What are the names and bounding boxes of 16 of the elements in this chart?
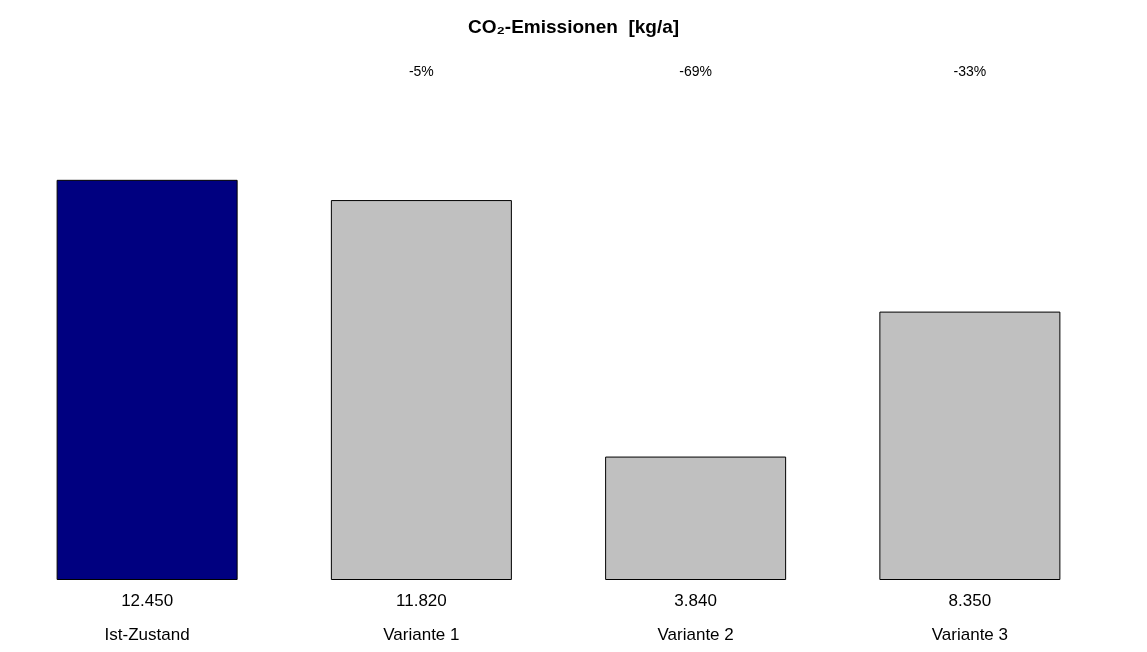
data-label: 8.350 <box>948 591 992 610</box>
x-tick-label: Ist-Zustand <box>104 625 190 644</box>
x-tick-label: Variante 2 <box>657 625 734 644</box>
bar <box>879 311 1061 580</box>
text: -5% <box>408 63 434 79</box>
bar <box>605 456 787 580</box>
x-tick-label: Variante 3 <box>931 625 1008 644</box>
text: -69% <box>679 63 712 79</box>
data-label: 12.450 <box>121 591 174 610</box>
chart-title: CO₂-Emissionen [kg/a] <box>467 16 680 37</box>
data-label: 3.840 <box>674 591 717 610</box>
text: -33% <box>953 63 987 79</box>
data-label: 11.820 <box>396 591 447 610</box>
bar <box>330 200 512 580</box>
x-tick-label: Variante 1 <box>383 625 460 644</box>
bar <box>56 179 238 580</box>
